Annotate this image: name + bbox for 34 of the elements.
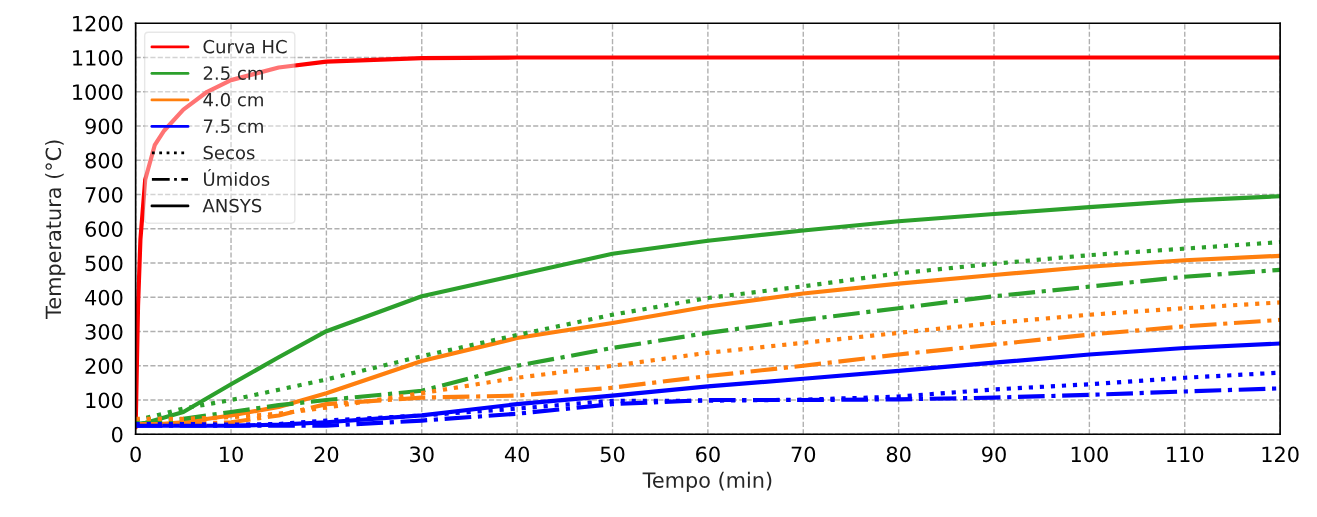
legend-label: Curva HC xyxy=(203,39,287,54)
x-tick-label: 20 xyxy=(314,446,339,463)
y-tick-label: 1000 xyxy=(73,84,123,100)
y-tick-label: 200 xyxy=(85,358,123,374)
legend-label: Úmidos xyxy=(204,169,270,186)
x-tick-label: 30 xyxy=(410,446,434,463)
x-tick-label: 110 xyxy=(1167,446,1204,463)
x-axis-title: Tempo (min) xyxy=(642,471,772,492)
legend-label: 7.5 cm xyxy=(203,119,263,133)
x-tick-label: 0 xyxy=(130,446,141,463)
y-tick-label: 500 xyxy=(85,255,123,272)
y-tick-label: 600 xyxy=(85,221,123,237)
x-tick-label: 10 xyxy=(220,446,243,463)
y-tick-label: 1100 xyxy=(73,49,123,66)
y-tick-label: 700 xyxy=(85,186,123,203)
y-tick-label: 800 xyxy=(85,152,123,169)
y-tick-label: 0 xyxy=(111,426,123,443)
legend-label: ANSYS xyxy=(202,198,262,213)
legend-label: 4.0 cm xyxy=(203,92,263,107)
y-tick-label: 300 xyxy=(85,323,123,340)
y-tick-label: 400 xyxy=(85,289,123,306)
x-tick-label: 40 xyxy=(504,446,530,463)
x-tick-label: 50 xyxy=(600,446,625,463)
x-tick-label: 120 xyxy=(1262,446,1299,463)
x-tick-label: 90 xyxy=(982,446,1006,463)
x-tick-label: 70 xyxy=(791,446,816,463)
x-tick-label: 60 xyxy=(696,446,720,463)
x-tick-label: 100 xyxy=(1071,446,1108,463)
y-tick-label: 900 xyxy=(85,118,123,135)
y-tick-label: 100 xyxy=(86,392,123,409)
y-tick-label: 1200 xyxy=(73,15,123,32)
legend-label: Secos xyxy=(203,145,255,160)
y-axis-title: Temperatura (°C) xyxy=(45,140,66,319)
x-tick-label: 80 xyxy=(886,446,911,463)
